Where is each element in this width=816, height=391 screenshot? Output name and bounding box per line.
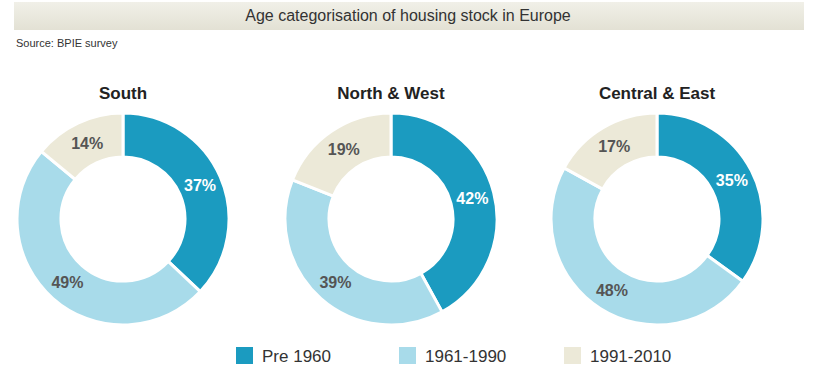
- donut-slice: [123, 113, 229, 292]
- chart-title: South: [99, 84, 147, 103]
- donut-slice: [285, 180, 442, 325]
- donut-slice: [564, 113, 657, 189]
- donut-slice: [292, 113, 391, 196]
- data-label: 17%: [598, 138, 630, 155]
- data-label: 35%: [716, 172, 748, 189]
- donut-slice: [41, 113, 123, 179]
- title-banner: [14, 2, 804, 30]
- data-label: 14%: [71, 135, 103, 152]
- data-label: 19%: [328, 141, 360, 158]
- legend-swatch: [236, 347, 253, 364]
- data-label: 42%: [456, 190, 488, 207]
- legend-label: Pre 1960: [262, 347, 331, 366]
- chart-title: North & West: [337, 84, 445, 103]
- data-label: 37%: [184, 177, 216, 194]
- chart-page: Age categorisation of housing stock in E…: [0, 0, 816, 391]
- source-note: Source: BPIE survey: [16, 37, 118, 49]
- chart-title: Central & East: [599, 84, 716, 103]
- legend-label: 1991-2010: [590, 347, 671, 366]
- page-title: Age categorisation of housing stock in E…: [245, 7, 571, 24]
- donut-slice: [17, 151, 200, 325]
- donut-chart: 37% 49% 14%: [17, 113, 229, 325]
- donut-slice: [551, 168, 743, 325]
- donut-chart: 42% 39% 19%: [285, 113, 497, 325]
- data-label: 49%: [51, 274, 83, 291]
- legend-label: 1961-1990: [425, 347, 506, 366]
- legend-swatch: [399, 347, 416, 364]
- data-label: 39%: [319, 274, 351, 291]
- donut-chart: 35% 48% 17%: [551, 113, 763, 325]
- data-label: 48%: [596, 282, 628, 299]
- legend: Pre 1960 1961-1990 1991-2010: [236, 347, 671, 366]
- legend-swatch: [564, 347, 581, 364]
